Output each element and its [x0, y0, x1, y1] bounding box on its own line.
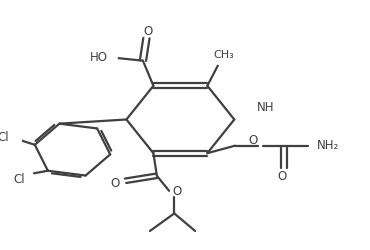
Text: Cl: Cl — [14, 172, 25, 185]
Text: NH: NH — [257, 101, 275, 114]
Text: O: O — [172, 184, 182, 198]
Text: NH₂: NH₂ — [317, 138, 339, 151]
Text: Cl: Cl — [0, 130, 9, 143]
Text: HO: HO — [90, 51, 108, 64]
Text: CH₃: CH₃ — [213, 50, 234, 60]
Text: O: O — [278, 170, 287, 182]
Text: O: O — [111, 176, 120, 189]
Text: O: O — [144, 25, 153, 38]
Text: O: O — [248, 133, 257, 146]
